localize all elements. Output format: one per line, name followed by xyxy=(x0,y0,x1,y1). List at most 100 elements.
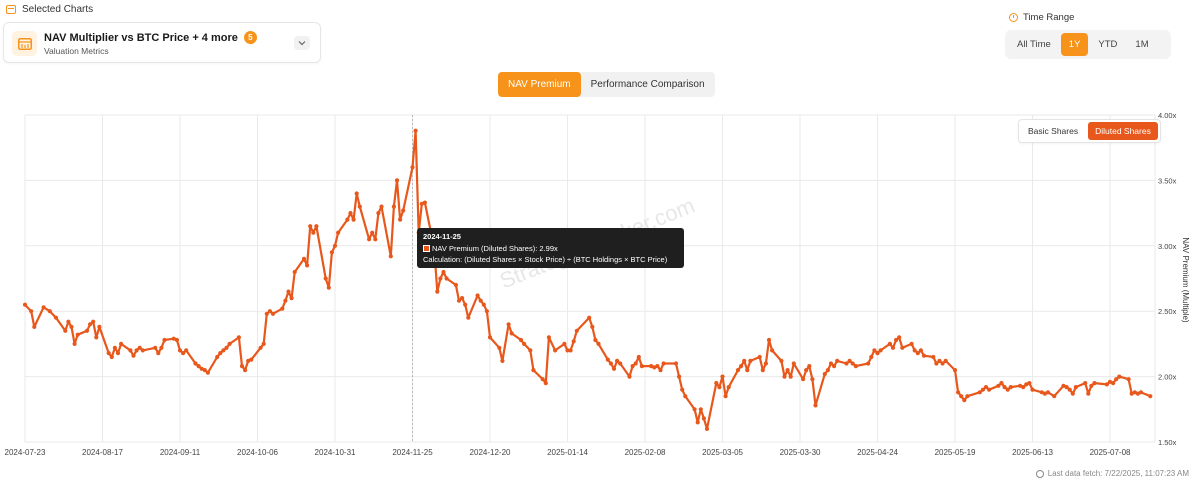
clock-icon xyxy=(1035,469,1044,478)
time-range-1m[interactable]: 1M xyxy=(1135,39,1149,50)
data-point xyxy=(779,358,784,363)
data-point xyxy=(571,339,576,344)
data-point xyxy=(311,230,316,235)
data-point xyxy=(497,345,502,350)
data-point xyxy=(156,351,161,356)
data-point xyxy=(283,298,288,303)
tooltip-value: NAV Premium (Diluted Shares): 2.99x xyxy=(432,243,558,253)
data-point xyxy=(261,341,266,346)
data-point xyxy=(84,328,90,333)
x-tick-label: 2025-01-14 xyxy=(547,448,588,457)
data-point xyxy=(456,298,462,303)
time-range-all-time[interactable]: All Time xyxy=(1017,39,1051,50)
data-point xyxy=(565,348,570,353)
data-point xyxy=(435,289,440,294)
data-point xyxy=(305,263,310,268)
series-swatch xyxy=(423,244,430,252)
data-point xyxy=(828,361,834,366)
data-point xyxy=(162,337,167,343)
y-tick-label: 2.50x xyxy=(1158,307,1177,316)
data-point xyxy=(757,354,762,360)
data-point xyxy=(224,345,229,350)
data-point xyxy=(91,319,96,324)
data-point xyxy=(546,335,552,340)
x-tick-label: 2024-11-25 xyxy=(392,448,433,457)
y-tick-label: 3.00x xyxy=(1158,242,1177,251)
data-point xyxy=(323,276,328,281)
data-point xyxy=(655,364,660,369)
data-point xyxy=(63,328,68,333)
x-tick-label: 2025-07-08 xyxy=(1090,448,1131,457)
data-point xyxy=(97,324,102,329)
data-point xyxy=(844,361,849,366)
x-tick-label: 2024-12-20 xyxy=(470,448,511,457)
data-point xyxy=(1086,391,1091,396)
data-point xyxy=(286,289,291,294)
x-tick-label: 2025-06-13 xyxy=(1012,448,1053,457)
data-point xyxy=(940,361,945,366)
data-point xyxy=(636,354,641,360)
card-title-row: NAV Multiplier vs BTC Price + 4 more 5 xyxy=(44,31,257,44)
data-point xyxy=(280,306,285,311)
data-point xyxy=(692,407,697,412)
count-badge: 5 xyxy=(243,31,257,44)
data-point xyxy=(813,403,818,408)
data-point xyxy=(478,298,483,303)
data-point xyxy=(1021,385,1026,390)
data-point xyxy=(205,370,210,375)
data-point xyxy=(832,364,837,369)
data-point xyxy=(698,407,703,412)
tab-performance-comparison[interactable]: Performance Comparison xyxy=(590,79,705,90)
clock-icon xyxy=(1009,13,1018,22)
data-point xyxy=(22,302,28,307)
data-point xyxy=(292,269,297,275)
time-range-1y[interactable]: 1Y xyxy=(1060,33,1089,56)
card-title: NAV Multiplier vs BTC Price + 4 more xyxy=(44,31,238,44)
data-point xyxy=(714,381,719,386)
data-point xyxy=(218,351,223,356)
y-tick-label: 3.50x xyxy=(1158,176,1177,185)
data-point xyxy=(394,178,400,183)
data-point xyxy=(912,348,917,353)
data-point xyxy=(177,348,183,353)
data-point xyxy=(763,361,769,366)
data-point xyxy=(801,377,806,382)
data-point xyxy=(128,348,133,353)
data-point xyxy=(410,165,415,170)
chevron-down-icon[interactable] xyxy=(294,36,310,50)
data-point xyxy=(215,354,220,360)
chart-selector-card[interactable]: NAV Multiplier vs BTC Price + 4 more 5 V… xyxy=(3,22,321,63)
data-point xyxy=(401,208,406,213)
data-point xyxy=(1073,385,1078,390)
data-point xyxy=(540,377,545,382)
data-point xyxy=(937,358,942,363)
diluted-shares-button[interactable]: Diluted Shares xyxy=(1088,122,1158,140)
data-point xyxy=(683,394,688,399)
data-point xyxy=(804,368,809,373)
data-point xyxy=(987,387,992,392)
data-point xyxy=(258,345,263,350)
data-point xyxy=(29,309,34,314)
data-point xyxy=(825,368,831,373)
data-point xyxy=(109,354,114,360)
data-point xyxy=(193,361,198,366)
time-range-label: Time Range xyxy=(1023,12,1075,23)
tab-nav-premium[interactable]: NAV Premium xyxy=(498,72,581,97)
data-point xyxy=(140,348,145,353)
data-point xyxy=(996,383,1001,388)
data-point xyxy=(766,337,772,343)
x-tick-label: 2024-08-17 xyxy=(82,448,123,457)
time-range-ytd[interactable]: YTD xyxy=(1098,39,1118,50)
basic-shares-button[interactable]: Basic Shares xyxy=(1028,126,1079,136)
selected-charts-label: Selected Charts xyxy=(22,4,94,15)
data-point xyxy=(726,385,731,390)
data-point xyxy=(475,293,480,298)
data-point xyxy=(965,394,970,399)
data-point xyxy=(1114,377,1119,382)
data-point xyxy=(785,368,790,373)
data-point xyxy=(345,217,350,222)
data-point xyxy=(673,361,679,366)
data-point xyxy=(760,368,765,373)
data-point xyxy=(463,302,468,307)
data-point xyxy=(484,309,489,314)
